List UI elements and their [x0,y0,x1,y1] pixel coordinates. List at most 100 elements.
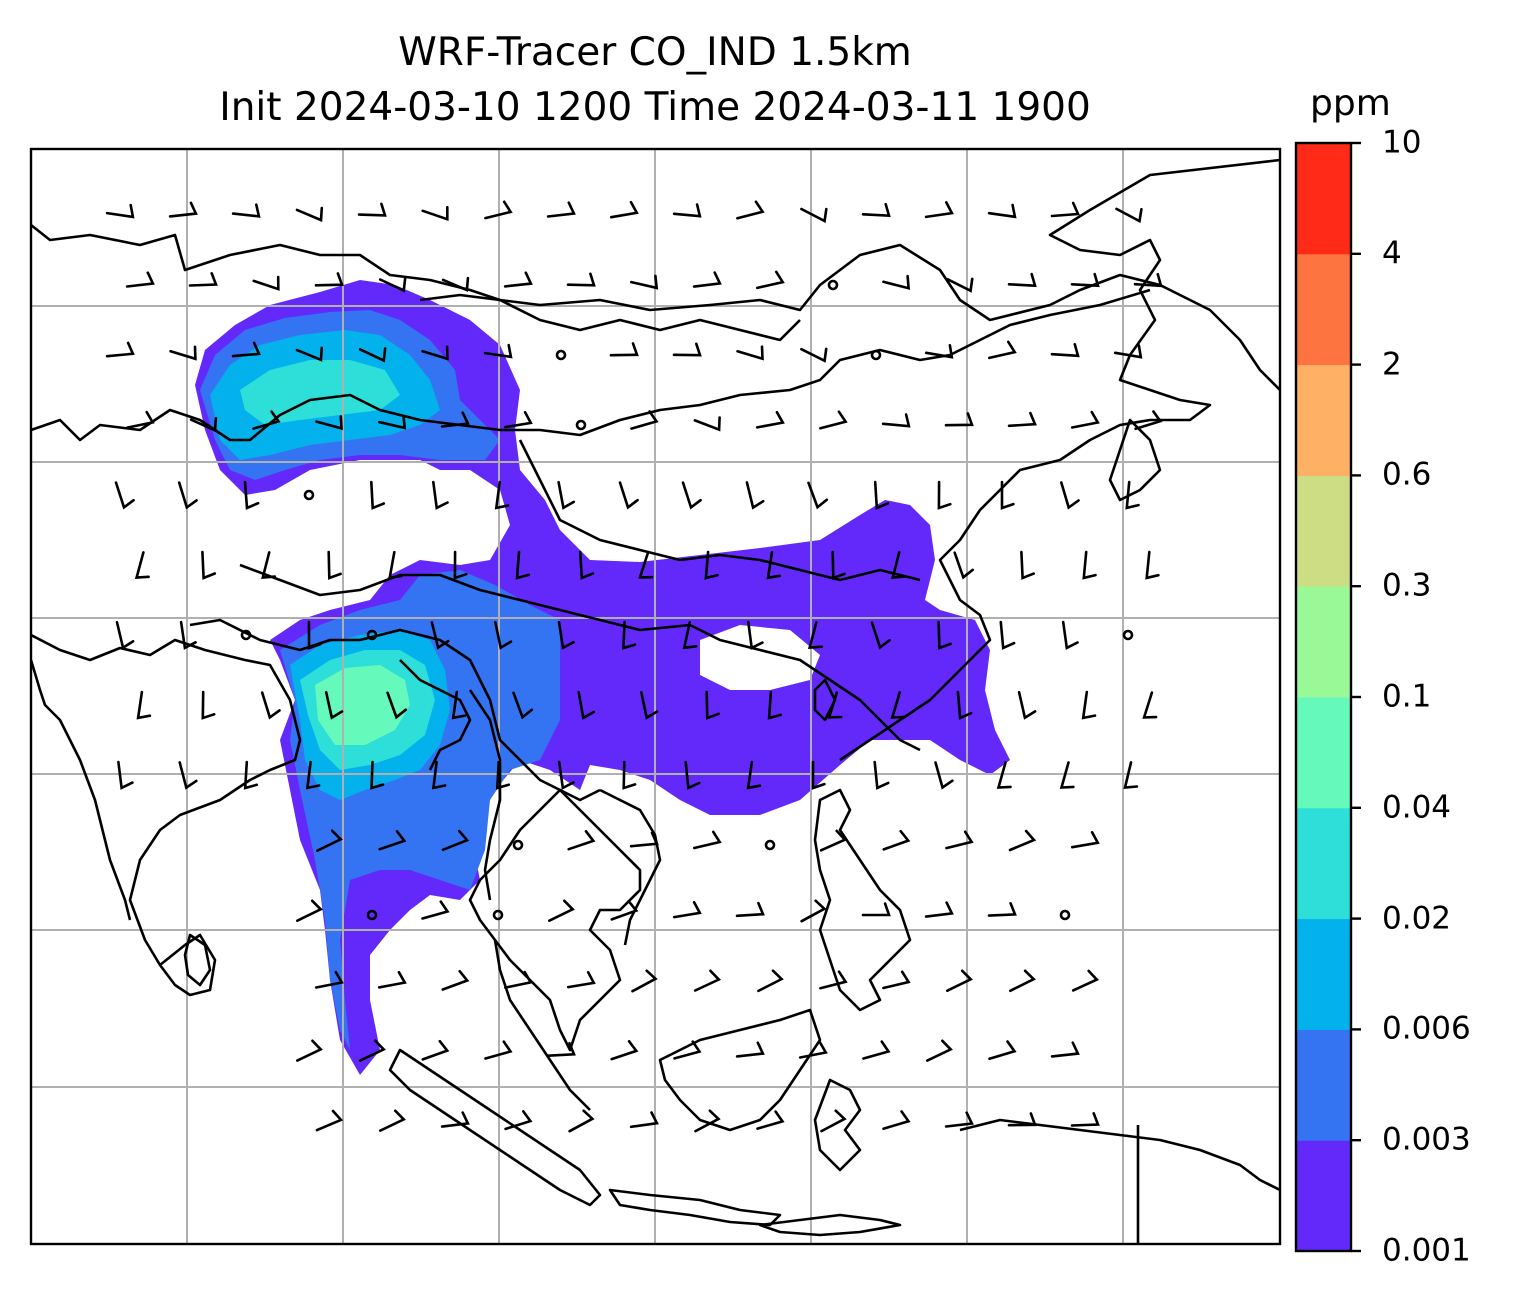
wind-barb [630,274,659,290]
colorbar-tick-label: 10 [1382,124,1422,161]
wind-barb [937,620,952,650]
wind-barb [934,761,954,790]
wind-barb [440,1111,470,1128]
colorbar-frame [1294,141,1353,1253]
wind-barb [1050,201,1080,218]
wind-barb [453,550,468,580]
wind-barb [201,690,216,720]
wind-barb [745,481,765,510]
wind-barb [800,207,828,223]
wind-barb [577,690,596,720]
wind-barb [881,413,911,428]
wind-barb [567,830,596,851]
wind-barb [378,414,407,430]
wind-barb [1070,410,1100,429]
wind-barb [315,415,343,431]
wind-barb [870,621,891,650]
colorbar-tick-label: 0.3 [1382,567,1432,604]
wind-barb [179,620,197,650]
wind-barb [1134,410,1163,431]
wind-barb [999,620,1016,650]
wind-barb [177,481,198,510]
sumatra-coast [388,1048,602,1207]
wind-barb [178,761,198,790]
wind-barb [736,345,764,361]
wind-barb [819,829,848,852]
wind-barb [307,620,322,650]
wind-barb [609,200,639,219]
wind-barb [125,271,155,288]
calm-wind-marker [1122,629,1134,641]
wind-barb [767,690,782,720]
wind-barb [862,1040,891,1060]
colorbar-segment [1296,143,1351,255]
wind-barb [512,691,534,720]
wind-barb [807,481,829,510]
wind-barb [1133,272,1163,288]
sulawesi-coast [813,1078,862,1172]
colorbar-tick-label: 0.6 [1382,456,1432,493]
tracer-teal-north [240,360,400,425]
colorbar-tick-label: 0.001 [1382,1232,1471,1269]
wind-barb [757,969,784,993]
wind-barb [231,341,261,358]
wind-barb [988,1040,1017,1060]
wind-barb [370,760,385,790]
wind-barb [243,760,259,790]
colorbar-tick-label: 0.006 [1382,1010,1471,1047]
wind-barb [1081,690,1097,720]
wind-barb [1123,761,1139,790]
wind-barb [996,761,1012,789]
wind-barb [557,760,575,790]
wind-barb [873,760,890,790]
wind-barb [861,902,891,917]
map-plot-area [31,149,1280,1244]
mongolia-border [419,293,801,342]
wind-barb [169,345,197,361]
colorbar-tick-label: 0.02 [1382,900,1452,937]
wind-barb [861,202,891,218]
wind-barb [296,1039,323,1062]
tibet-border [189,618,601,802]
wind-barb [431,760,447,790]
wind-barb [693,830,722,850]
colorbar-segment [1296,475,1351,587]
colorbar-segment [1296,253,1351,366]
new-guinea-coast [959,1118,1280,1192]
wind-barb [115,621,135,650]
wind-barb [1071,969,1099,992]
wind-barb [451,690,467,720]
calm-wind-marker [366,909,378,921]
wind-barb [504,1110,533,1131]
wind-barb [295,206,324,223]
calm-wind-marker [870,349,882,361]
calm-wind-marker [512,839,524,851]
wind-barb [735,901,765,918]
wind-barb [327,550,342,580]
wind-barb [1082,550,1097,580]
wind-barb [746,760,762,790]
wind-barb [766,550,782,580]
wind-barb [484,200,513,220]
wind-barb [188,272,218,287]
wind-barb [260,691,281,720]
wind-barb [566,272,596,287]
wind-barb [672,342,702,357]
wind-barb [231,203,261,218]
wind-barb [684,760,701,790]
wind-barb [421,900,450,920]
wind-barb [1000,480,1015,510]
wind-barb [578,550,595,580]
wind-barb [882,970,911,990]
wind-barb-field [105,200,1163,1133]
wind-barb [944,412,974,427]
map-frame [29,147,1282,1246]
china-north-border [31,288,1151,442]
wind-barb [546,1041,576,1057]
wind-barb [316,829,343,852]
wind-barb [640,691,659,720]
wind-barb [136,690,152,720]
colorbar-segment [1296,807,1351,920]
wind-barb [937,480,952,510]
